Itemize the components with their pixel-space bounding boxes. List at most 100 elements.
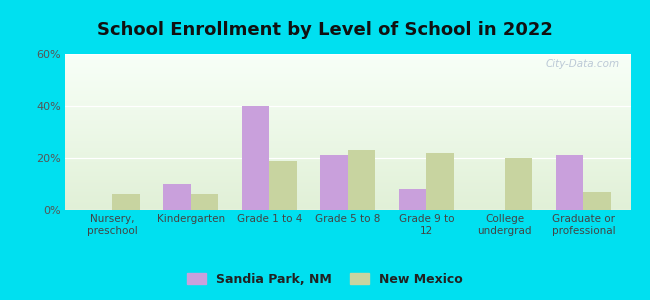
Bar (65, 117, 630, 118)
Bar (65, 191, 630, 192)
Bar (556, 155, 584, 210)
Bar (65, 85, 630, 86)
Bar (65, 143, 630, 144)
Bar (65, 104, 630, 105)
Bar (426, 153, 454, 210)
Bar (65, 109, 630, 110)
Bar (65, 89, 630, 90)
Bar (65, 66, 630, 67)
Bar (65, 178, 630, 179)
Bar (65, 208, 630, 209)
Bar (65, 145, 630, 146)
Bar (65, 127, 630, 128)
Bar (65, 75, 630, 76)
Bar (65, 79, 630, 80)
Bar (65, 206, 630, 207)
Bar (65, 172, 630, 173)
Bar (65, 71, 630, 72)
Bar (65, 59, 630, 60)
Bar (65, 152, 630, 153)
Bar (65, 92, 630, 93)
Bar (65, 83, 630, 84)
Bar (65, 122, 630, 123)
Bar (65, 169, 630, 170)
Bar (65, 182, 630, 183)
Bar (65, 188, 630, 189)
Bar (65, 82, 630, 83)
Bar (112, 194, 140, 210)
Bar (65, 110, 630, 111)
Bar (65, 115, 630, 116)
Bar (65, 73, 630, 74)
Bar (65, 103, 630, 104)
Bar (65, 163, 630, 164)
Bar (65, 142, 630, 143)
Bar (65, 149, 630, 150)
Bar (65, 78, 630, 79)
Bar (65, 192, 630, 193)
Bar (65, 64, 630, 65)
Bar (65, 199, 630, 200)
Bar (65, 135, 630, 136)
Bar (65, 174, 630, 175)
Bar (65, 187, 630, 188)
Bar (65, 114, 630, 115)
Bar (65, 98, 630, 99)
Bar (65, 68, 630, 69)
Bar (65, 80, 630, 81)
Bar (65, 185, 630, 186)
Bar (65, 166, 630, 167)
Legend: Sandia Park, NM, New Mexico: Sandia Park, NM, New Mexico (182, 268, 468, 291)
Bar (65, 180, 630, 181)
Bar (65, 128, 630, 129)
Bar (65, 57, 630, 58)
Bar (65, 97, 630, 98)
Bar (65, 198, 630, 199)
Bar (65, 113, 630, 114)
Bar (65, 150, 630, 151)
Bar (65, 169, 630, 170)
Bar (65, 205, 630, 206)
Bar (65, 87, 630, 88)
Bar (65, 134, 630, 135)
Bar (65, 171, 630, 172)
Bar (65, 136, 630, 137)
Bar (65, 153, 630, 154)
Bar (65, 196, 630, 197)
Bar (65, 165, 630, 166)
Bar (65, 201, 630, 202)
Bar (65, 167, 630, 168)
Bar (65, 77, 630, 78)
Bar (65, 175, 630, 176)
Bar (65, 161, 630, 162)
Text: City-Data.com: City-Data.com (545, 59, 619, 69)
Bar (65, 116, 630, 117)
Bar (65, 63, 630, 64)
Bar (65, 164, 630, 165)
Bar (65, 96, 630, 97)
Bar (65, 204, 630, 205)
Bar (65, 130, 630, 131)
Bar (65, 183, 630, 184)
Bar (65, 181, 630, 182)
Bar (65, 137, 630, 138)
Bar (65, 144, 630, 145)
Bar (65, 72, 630, 73)
Bar (65, 159, 630, 160)
Bar (65, 155, 630, 156)
Bar (65, 70, 630, 71)
Bar (399, 189, 426, 210)
Bar (65, 93, 630, 94)
Bar (65, 132, 630, 133)
Bar (65, 197, 630, 198)
Bar (348, 150, 375, 210)
Bar (65, 168, 630, 169)
Bar (65, 158, 630, 159)
Bar (65, 157, 630, 158)
Bar (65, 56, 630, 57)
Bar (65, 189, 630, 190)
Bar (65, 203, 630, 204)
Bar (65, 160, 630, 161)
Bar (65, 121, 630, 122)
Bar (65, 131, 630, 132)
